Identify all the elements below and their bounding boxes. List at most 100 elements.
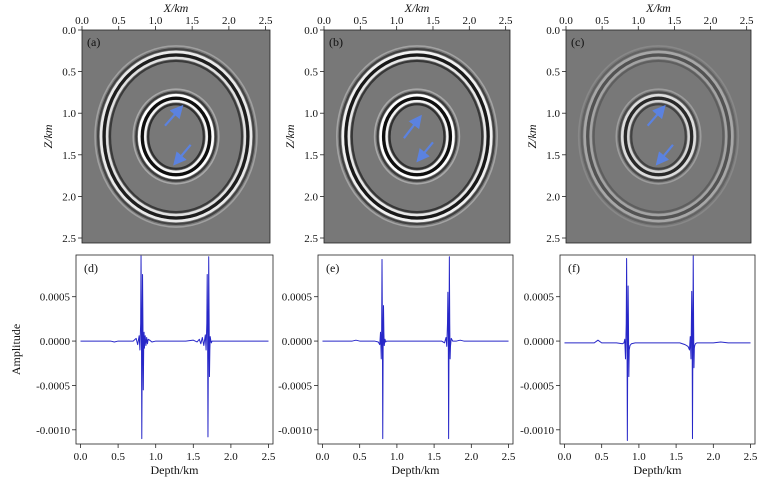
x-tick-label: 0.5 (111, 451, 125, 463)
y-tick-label: 2.5 (304, 233, 318, 245)
amplitude-panel-d: 0.0 0.5 1.0 1.5 2.0 2.5 0.0005 0.0000 -0.0005 -0.… (9, 254, 276, 477)
panel-label: (e) (326, 261, 339, 275)
x-axis-label: X/km (645, 1, 671, 15)
amplitude-trace (80, 255, 269, 440)
y-tick-label: 0.0000 (524, 336, 555, 348)
amplitude-panel-e: 0.0 0.5 1.0 1.5 2.0 2.5 0.0005 0.0000 -0.0005 -0.… (278, 254, 516, 477)
x-tick-label: 0.5 (112, 15, 126, 27)
annotation-arrow (655, 144, 674, 166)
y-tick-label: 0.5 (304, 67, 318, 79)
panel-label: (d) (84, 261, 98, 275)
y-tick-label: 1.5 (546, 150, 560, 162)
y-tick-label: 0.0000 (282, 336, 313, 348)
plot-area (559, 254, 756, 445)
panel-frame (565, 29, 752, 244)
x-axis-label: X/km (163, 1, 189, 15)
y-tick-label: 0.5 (546, 67, 560, 79)
x-tick-label: 2.5 (259, 15, 273, 27)
y-axis-label: Z/km (283, 124, 297, 148)
y-tick-label: 1.5 (62, 150, 76, 162)
x-tick-label: 1.0 (632, 451, 646, 463)
plot-area (317, 254, 514, 445)
panel-label: (f) (568, 261, 580, 275)
y-tick-label: 1.0 (62, 108, 76, 120)
y-tick-label: 2.0 (304, 191, 318, 203)
x-tick-label: 2.0 (706, 451, 720, 463)
amplitude-trace (564, 255, 751, 441)
x-axis-label: Depth/km (634, 463, 683, 477)
wavefield-background (566, 30, 751, 243)
y-tick-label: 0.0000 (40, 336, 71, 348)
y-tick-label: 0.0 (304, 25, 318, 37)
x-tick-label: 0.5 (353, 15, 367, 27)
panel-frame (81, 29, 271, 244)
x-tick-label: 0.0 (317, 15, 331, 27)
wavefield-background (324, 30, 510, 243)
y-tick-label: 0.5 (62, 67, 76, 79)
y-tick-label: -0.0010 (278, 425, 312, 437)
x-tick-label: 1.5 (669, 451, 683, 463)
x-tick-label: 1.5 (185, 15, 199, 27)
x-tick-label: 1.0 (149, 15, 163, 27)
wavefront-ring (335, 45, 499, 228)
annotation-arrow (403, 114, 422, 139)
y-axis-label: Amplitude (9, 324, 23, 375)
annotation-arrow (164, 104, 184, 127)
x-tick-label: 0.5 (595, 451, 609, 463)
x-tick-label: 2.5 (262, 451, 276, 463)
y-tick-label: -0.0005 (36, 380, 70, 392)
x-tick-label: 0.5 (353, 451, 367, 463)
y-tick-label: 0.0005 (524, 292, 555, 304)
x-tick-label: 0.0 (559, 15, 573, 27)
x-tick-label: 2.0 (222, 15, 236, 27)
y-tick-label: 0.0005 (40, 292, 71, 304)
y-tick-label: 2.5 (546, 233, 560, 245)
wavefront-ring (132, 88, 220, 185)
x-tick-label: 1.5 (668, 15, 682, 27)
y-tick-label: -0.0005 (520, 380, 554, 392)
amplitude-trace (322, 256, 509, 440)
x-tick-label: 0.0 (75, 15, 89, 27)
amplitude-panel-f: 0.0 0.5 1.0 1.5 2.0 2.5 0.0005 0.0000 -0.0005 -0.… (520, 254, 758, 477)
x-tick-label: 1.0 (149, 451, 163, 463)
wavefield-panel-b: 0.0 0.5 1.0 1.5 2.0 2.5 0.0 0.5 1.0 1.5 2.0 2.5 X/km… (283, 1, 513, 245)
plot-area (75, 254, 274, 445)
wavefront-ring (373, 88, 461, 185)
x-tick-label: 2.0 (464, 451, 478, 463)
y-tick-label: 2.0 (62, 191, 76, 203)
y-tick-label: -0.0010 (520, 425, 554, 437)
x-tick-label: 0.0 (316, 451, 330, 463)
y-tick-label: 0.0 (62, 25, 76, 37)
panel-label: (c) (571, 35, 584, 49)
y-tick-label: 2.5 (62, 233, 76, 245)
y-tick-label: 1.0 (304, 108, 318, 120)
panel-frame (323, 29, 511, 244)
wavefield-panel-c: 0.0 0.5 1.0 1.5 2.0 2.5 0.0 0.5 1.0 1.5 2.0 2.5 X/km… (525, 1, 754, 245)
wavefront-ring (615, 88, 702, 185)
y-tick-label: 1.5 (304, 150, 318, 162)
x-tick-label: 1.5 (186, 451, 200, 463)
x-axis-label: Depth/km (392, 463, 441, 477)
x-tick-label: 0.5 (595, 15, 609, 27)
annotation-arrow (416, 141, 434, 163)
x-axis-label: Depth/km (151, 463, 200, 477)
x-axis-label: X/km (404, 1, 430, 15)
x-tick-label: 1.5 (427, 451, 441, 463)
x-tick-label: 2.0 (704, 15, 718, 27)
x-tick-label: 2.5 (744, 451, 758, 463)
x-tick-label: 1.0 (631, 15, 645, 27)
x-tick-label: 2.5 (502, 451, 516, 463)
annotation-arrow (173, 144, 192, 166)
x-tick-label: 2.0 (224, 451, 238, 463)
y-axis-label: Z/km (525, 124, 539, 148)
y-axis-label: Z/km (41, 124, 55, 148)
panel-label: (a) (87, 35, 100, 49)
wavefront-ring (577, 45, 740, 228)
annotation-arrow (646, 104, 666, 127)
panel-label: (b) (329, 35, 343, 49)
x-tick-label: 1.0 (390, 451, 404, 463)
y-tick-label: 0.0005 (282, 292, 313, 304)
y-tick-label: -0.0005 (278, 380, 312, 392)
y-tick-label: 1.0 (546, 108, 560, 120)
